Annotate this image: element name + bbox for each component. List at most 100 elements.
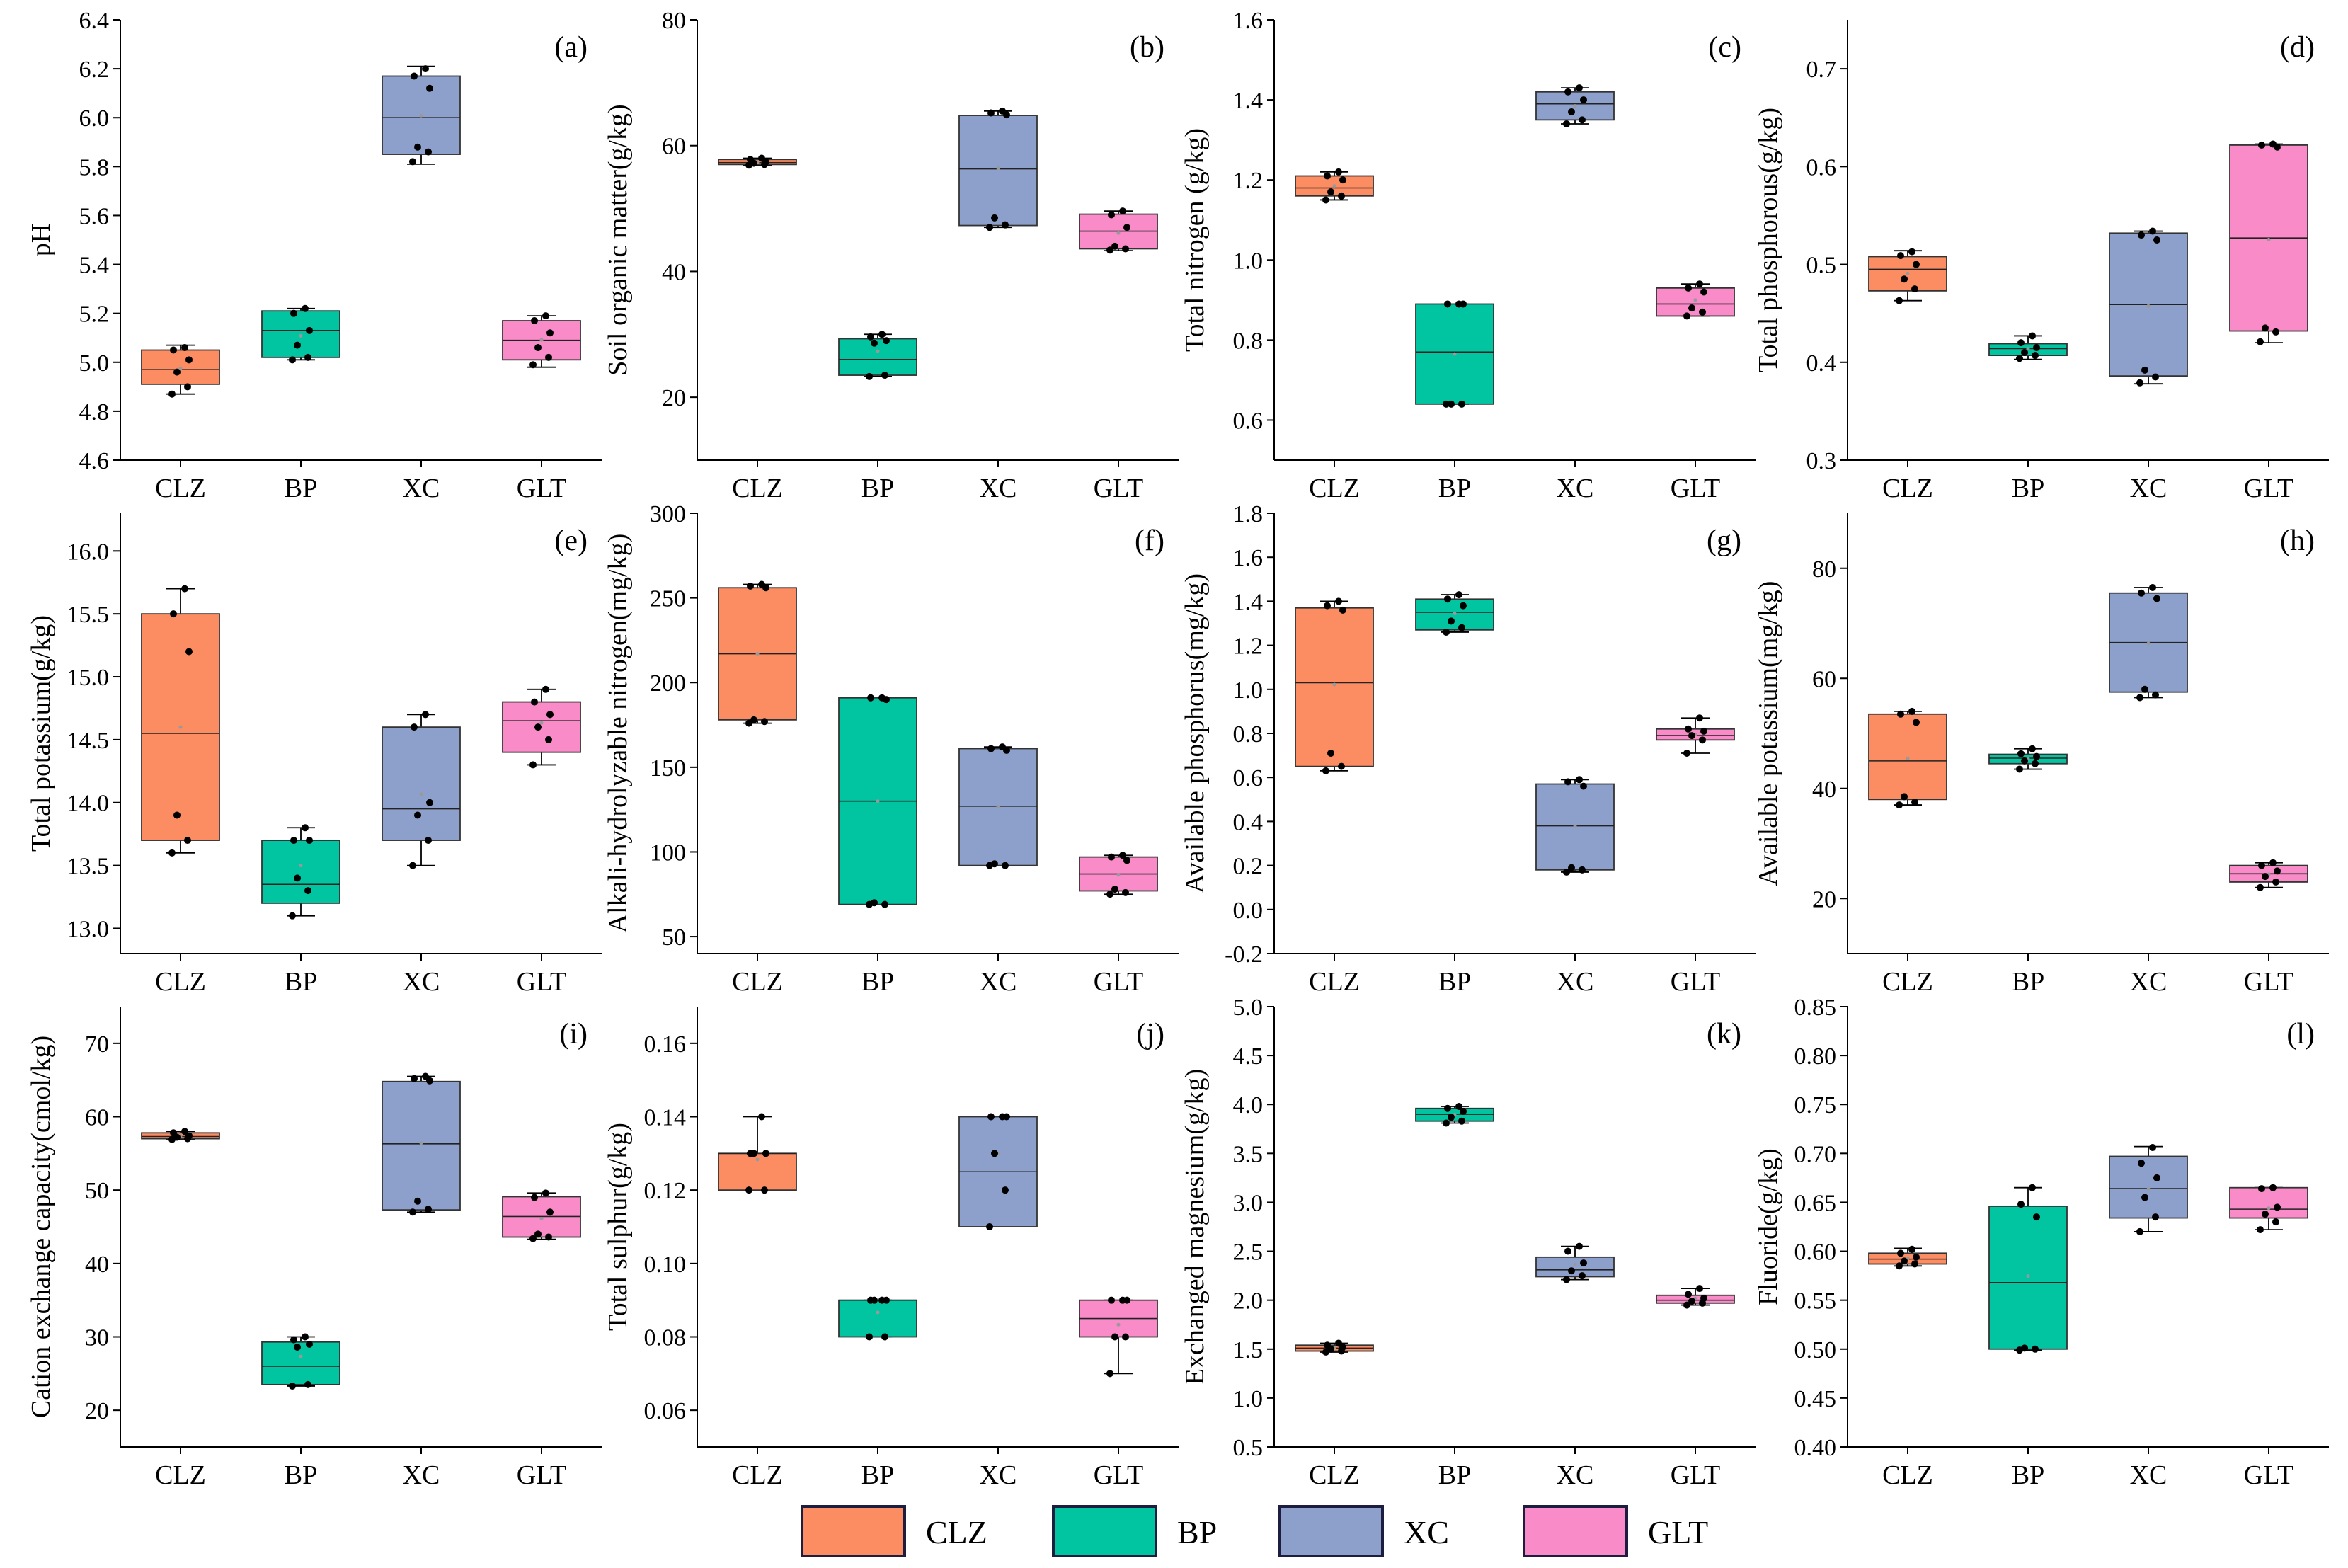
box-GLT	[503, 686, 580, 769]
x-tick-label: GLT	[517, 967, 566, 997]
data-point	[173, 812, 181, 819]
data-point	[1458, 401, 1465, 408]
data-point	[1580, 783, 1587, 790]
x-tick-label: XC	[980, 474, 1017, 503]
x-tick-label: GLT	[1671, 1460, 1720, 1490]
box-CLZ	[1869, 248, 1947, 304]
y-tick-label: 6.0	[79, 105, 110, 132]
data-point	[1911, 285, 1918, 292]
panel-k: 0.51.01.52.02.53.03.54.04.55.0CLZ BP XC GLT…	[1180, 995, 1756, 1490]
y-tick-label: 0.14	[644, 1105, 687, 1131]
legend-label: BP	[1177, 1514, 1217, 1550]
y-tick-label: 40	[1812, 777, 1836, 803]
data-point	[1568, 864, 1575, 871]
panel-c: 0.60.81.01.21.41.6CLZ BP XC GLTTotal nitrog…	[1180, 8, 1756, 503]
panel-letter: (h)	[2280, 525, 2315, 557]
box-CLZ	[1869, 1246, 1947, 1269]
data-point	[747, 1150, 754, 1157]
data-point	[1108, 211, 1115, 218]
box-BP	[839, 1297, 917, 1341]
data-point	[2141, 1194, 2148, 1201]
mean-marker	[2267, 238, 2271, 241]
data-point	[2141, 367, 2148, 374]
data-point	[745, 1186, 752, 1194]
iqr-box	[2109, 1156, 2187, 1218]
data-point	[867, 694, 874, 702]
data-point	[170, 1129, 177, 1136]
y-tick-label: 6.2	[79, 57, 110, 83]
data-point	[1696, 714, 1703, 721]
data-point	[2274, 867, 2281, 874]
data-point	[2272, 1218, 2279, 1225]
data-point	[991, 214, 998, 222]
y-tick-label: 150	[650, 755, 686, 782]
data-point	[1897, 252, 1904, 259]
mean-marker	[997, 166, 1000, 170]
data-point	[306, 837, 313, 844]
data-point	[2258, 1185, 2265, 1192]
data-point	[1699, 309, 1706, 316]
iqr-box	[959, 115, 1037, 226]
data-point	[1335, 597, 1342, 605]
y-tick-label: 1.6	[1233, 8, 1264, 34]
box-GLT	[1656, 714, 1734, 757]
mean-marker	[1694, 298, 1697, 302]
data-point	[426, 799, 433, 806]
data-point	[2021, 1344, 2028, 1351]
y-tick-label: 0.5	[1806, 253, 1837, 279]
data-point	[1111, 886, 1118, 893]
data-point	[1576, 84, 1583, 91]
y-tick-label: 1.2	[1233, 168, 1264, 194]
box-BP	[1989, 332, 2067, 362]
y-tick-label: 0.7	[1806, 57, 1837, 83]
data-point	[304, 887, 311, 894]
y-tick-label: 0.85	[1794, 995, 1837, 1021]
data-point	[1324, 173, 1331, 180]
y-tick-label: 5.4	[79, 253, 110, 279]
data-point	[1455, 591, 1462, 598]
data-point	[1106, 1370, 1113, 1377]
data-point	[1338, 763, 1345, 770]
iqr-box	[1656, 288, 1734, 316]
iqr-box	[839, 1300, 917, 1337]
x-tick-label: BP	[285, 967, 317, 997]
data-point	[866, 1334, 873, 1341]
box-CLZ	[718, 580, 796, 726]
y-tick-label: 4.0	[1233, 1092, 1264, 1118]
data-point	[1106, 891, 1113, 898]
data-point	[181, 1128, 188, 1135]
legend-swatch	[1053, 1506, 1156, 1556]
data-point	[409, 158, 416, 165]
y-tick-label: 0.6	[1233, 765, 1264, 791]
data-point	[1563, 1276, 1570, 1283]
data-point	[1901, 275, 1908, 282]
y-axis-title: Total phosphorous(g/kg)	[1753, 108, 1783, 372]
data-point	[534, 1230, 542, 1237]
y-tick-label: 20	[85, 1398, 109, 1424]
x-tick-label: GLT	[517, 474, 566, 503]
data-point	[2257, 338, 2264, 345]
data-point	[290, 310, 297, 317]
data-point	[1688, 304, 1695, 311]
data-point	[168, 849, 176, 857]
y-tick-label: 60	[1812, 666, 1836, 692]
mean-marker	[299, 1355, 303, 1358]
box-CLZ	[1295, 597, 1373, 774]
x-tick-label: BP	[1438, 967, 1471, 997]
iqr-box	[262, 1342, 340, 1385]
data-point	[546, 1208, 554, 1215]
box-GLT	[1656, 280, 1734, 319]
y-tick-label: 0.16	[644, 1031, 687, 1058]
data-point	[758, 154, 765, 161]
legend-item-XC: XC	[1280, 1506, 1449, 1556]
data-point	[1458, 1118, 1465, 1125]
y-tick-label: 0.6	[1806, 154, 1837, 181]
data-point	[1911, 799, 1918, 806]
panel-letter: (b)	[1130, 31, 1164, 64]
data-point	[304, 354, 311, 361]
y-tick-label: 0.40	[1794, 1435, 1837, 1461]
data-point	[1685, 1291, 1692, 1298]
y-tick-label: 1.4	[1233, 589, 1264, 615]
box-CLZ	[718, 154, 796, 168]
data-point	[302, 305, 309, 312]
